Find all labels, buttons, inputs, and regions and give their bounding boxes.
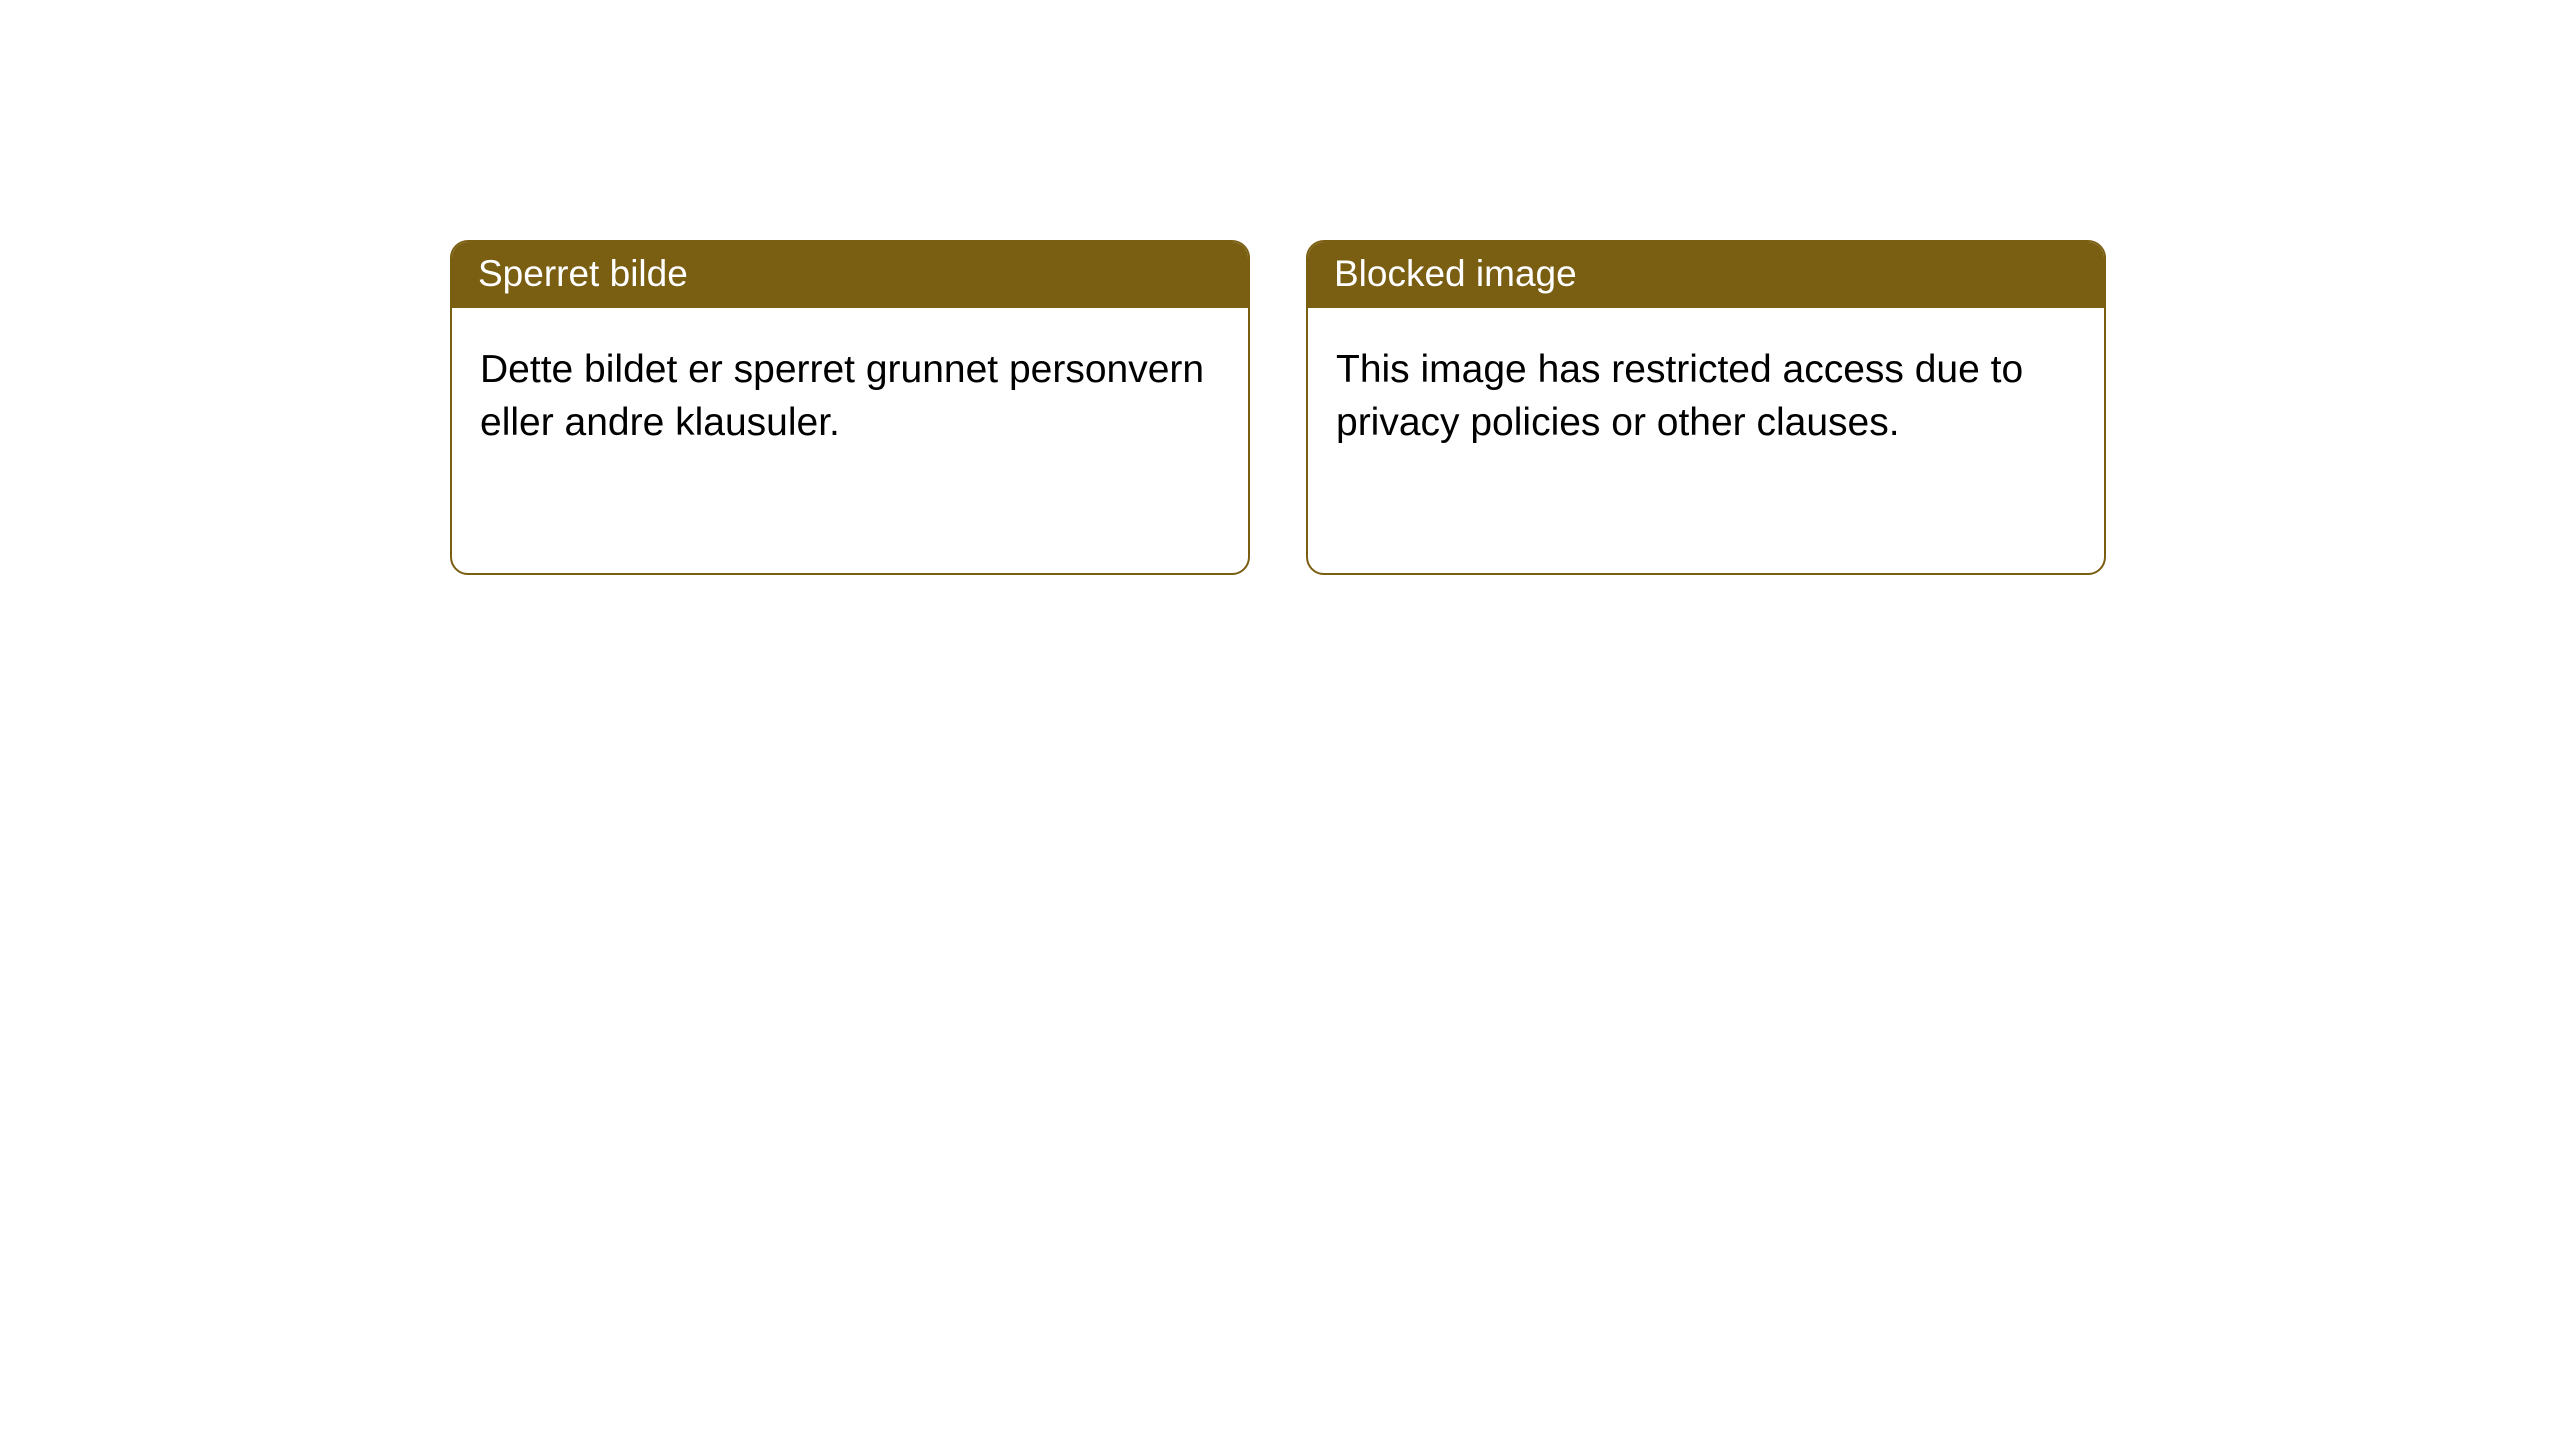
card-norwegian: Sperret bilde Dette bildet er sperret gr… — [450, 240, 1250, 575]
card-body: Dette bildet er sperret grunnet personve… — [452, 308, 1248, 477]
card-body: This image has restricted access due to … — [1308, 308, 2104, 477]
card-english: Blocked image This image has restricted … — [1306, 240, 2106, 575]
cards-container: Sperret bilde Dette bildet er sperret gr… — [450, 240, 2106, 575]
card-header: Blocked image — [1308, 242, 2104, 308]
card-header: Sperret bilde — [452, 242, 1248, 308]
